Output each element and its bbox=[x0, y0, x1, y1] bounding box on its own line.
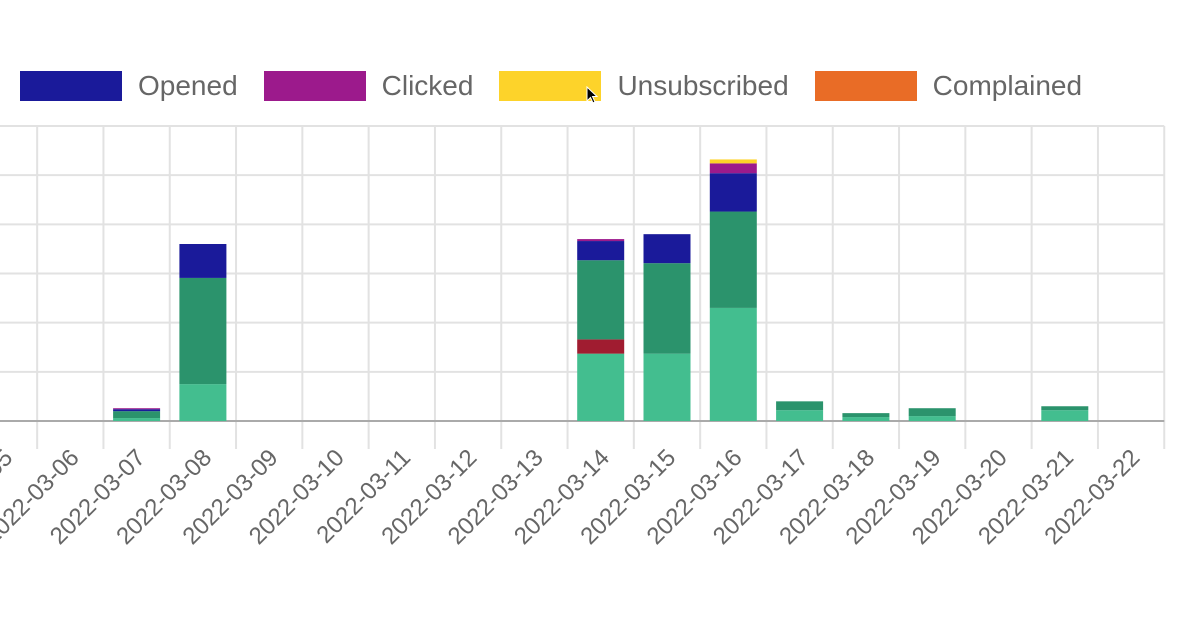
bar-segment-2022-03-07-series-0 bbox=[113, 418, 161, 421]
bar-segment-2022-03-16-clicked bbox=[709, 163, 757, 174]
bar-segment-2022-03-07-opened bbox=[113, 409, 161, 412]
bar-segment-2022-03-08-series-0 bbox=[179, 384, 227, 421]
legend-item-complained[interactable]: Complained bbox=[814, 70, 1083, 102]
bar-segment-2022-03-16-series-0 bbox=[709, 307, 757, 421]
bar-segment-2022-03-08-series-2 bbox=[179, 277, 227, 385]
bar-segment-2022-03-14-series-1 bbox=[577, 339, 625, 354]
bar-segment-2022-03-15-series-2 bbox=[643, 263, 691, 354]
bar-segment-2022-03-16-opened bbox=[709, 173, 757, 212]
bar-segment-2022-03-17-series-0 bbox=[776, 410, 824, 421]
bar-segment-2022-03-21-series-2 bbox=[1041, 406, 1089, 411]
bar-segment-2022-03-14-series-2 bbox=[577, 260, 625, 340]
bar-segment-2022-03-17-series-2 bbox=[776, 401, 824, 411]
bar-segment-2022-03-16-series-2 bbox=[709, 211, 757, 308]
bar-segment-2022-03-18-series-0 bbox=[842, 417, 890, 421]
legend-item-clicked[interactable]: Clicked bbox=[263, 70, 474, 102]
bar-segment-2022-03-19-series-0 bbox=[908, 416, 956, 421]
legend-item-opened[interactable]: Opened bbox=[20, 70, 238, 102]
bar-segment-2022-03-07-series-2 bbox=[113, 411, 161, 419]
legend-swatch bbox=[20, 71, 122, 101]
bar-segment-2022-03-07-clicked bbox=[113, 408, 161, 410]
bar-segment-2022-03-18-series-2 bbox=[842, 413, 890, 418]
legend-label: Unsubscribed bbox=[617, 70, 789, 101]
bar-segment-2022-03-14-series-0 bbox=[577, 353, 625, 421]
bar-segment-2022-03-21-series-0 bbox=[1041, 410, 1089, 421]
bar-segment-2022-03-14-opened bbox=[577, 241, 625, 261]
mouse-cursor-icon bbox=[586, 86, 599, 104]
bar-segment-2022-03-08-opened bbox=[179, 244, 227, 278]
bar-segment-2022-03-15-opened bbox=[643, 234, 691, 264]
legend-item-unsubscribed[interactable]: Unsubscribed bbox=[499, 70, 789, 102]
bar-segment-2022-03-14-clicked bbox=[577, 239, 625, 242]
legend-label: Opened bbox=[138, 70, 238, 101]
legend-swatch bbox=[814, 71, 917, 101]
bar-segment-2022-03-15-series-0 bbox=[643, 353, 691, 421]
legend-swatch bbox=[499, 71, 602, 101]
legend-swatch bbox=[263, 71, 366, 101]
legend-label: Complained bbox=[932, 70, 1083, 101]
legend-label: Clicked bbox=[381, 70, 474, 101]
bar-segment-2022-03-16-unsubscribed bbox=[709, 159, 757, 164]
legend: Opened Clicked Unsubscribed Complained bbox=[20, 70, 1108, 102]
bar-segment-2022-03-19-series-2 bbox=[908, 408, 956, 417]
